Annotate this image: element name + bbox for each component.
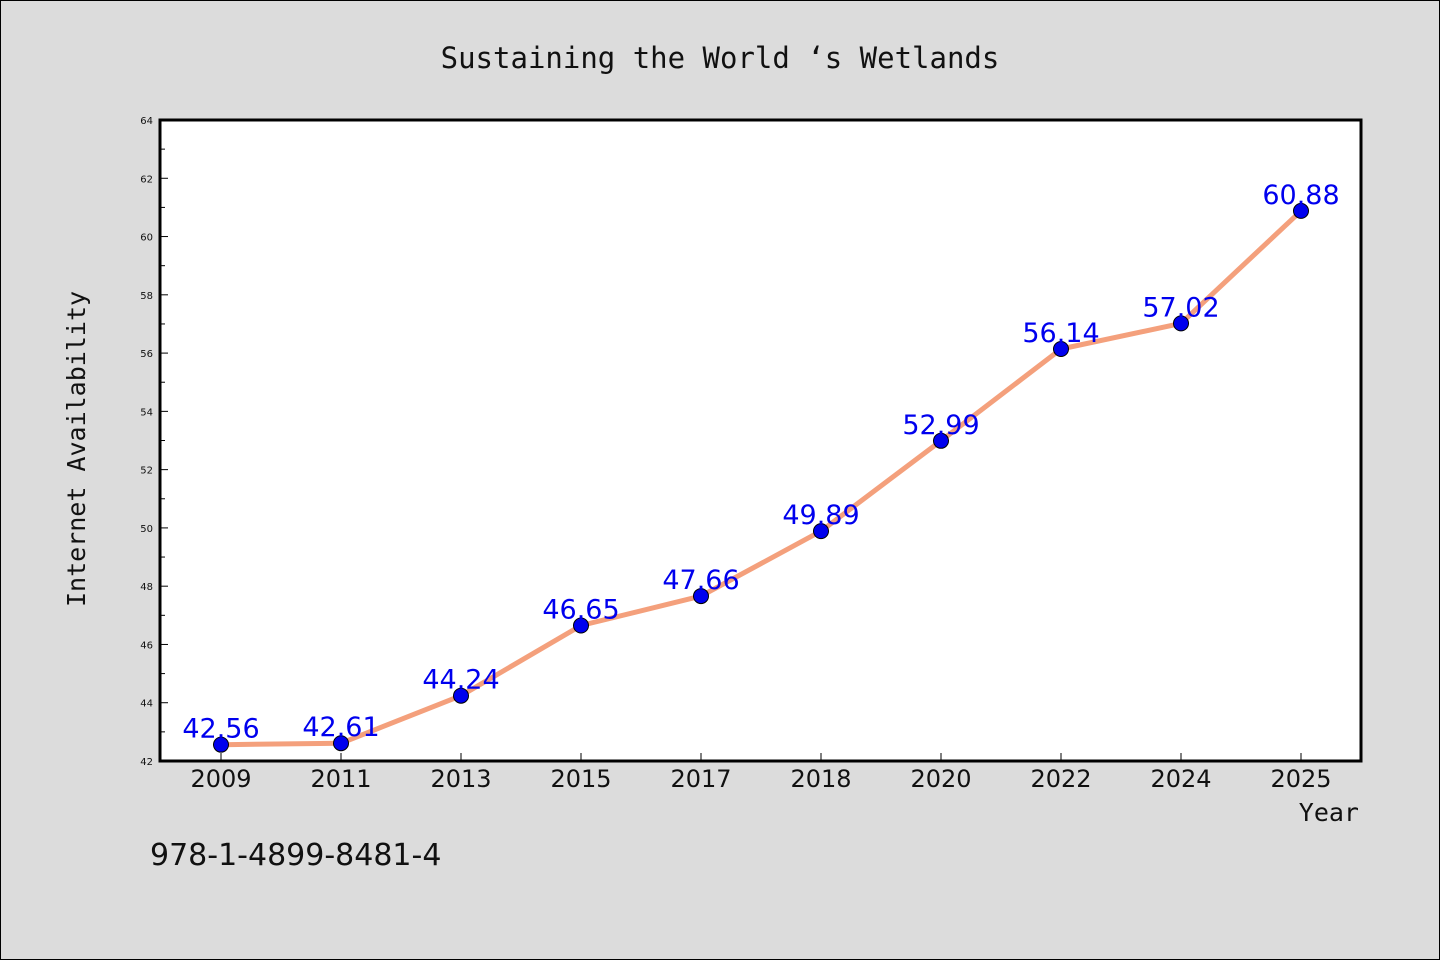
data-point-2022 (1053, 341, 1069, 358)
y-tick-label: 42 (140, 757, 153, 768)
y-tick-label: 54 (140, 407, 153, 418)
data-point-2013 (453, 687, 469, 704)
data-label-2017: 47.66 (662, 565, 739, 596)
data-labels: 42.56 42.61 44.24 46.65 47.66 49.89 52.99 56.14… (182, 180, 1339, 745)
data-label-2022: 56.14 (1022, 318, 1099, 349)
y-tick-label: 56 (140, 349, 153, 360)
data-label-2009: 42.56 (182, 714, 259, 745)
data-point-2018 (813, 523, 829, 540)
y-tick-label: 44 (140, 699, 153, 710)
y-tick-label: 48 (140, 582, 153, 593)
data-label-2020: 52.99 (902, 410, 979, 441)
data-label-2024: 57.02 (1142, 292, 1219, 323)
y-tick-label: 58 (140, 291, 153, 302)
data-point-2009 (213, 736, 229, 753)
data-label-2013: 44.24 (422, 665, 499, 696)
y-tick-label: 52 (140, 466, 153, 477)
y-tick-label: 60 (140, 233, 153, 244)
y-tick-label: 46 (140, 640, 153, 651)
x-tick-label: 2020 (910, 765, 971, 793)
chart-title: Sustaining the World ‘s Wetlands (441, 41, 1000, 75)
y-axis-label: Internet Availability (62, 291, 91, 607)
data-point-2017 (693, 588, 709, 605)
series-line (218, 208, 1304, 748)
data-point-2011 (333, 735, 349, 752)
x-tick-label: 2018 (790, 765, 851, 793)
y-axis: 42 44 46 48 50 52 54 56 58 60 62 64 (140, 116, 168, 768)
x-tick-label: 2015 (550, 765, 611, 793)
data-label-2018: 49.89 (782, 500, 859, 531)
x-axis-label: Year (1299, 798, 1359, 827)
x-tick-label: 2011 (310, 765, 371, 793)
data-label-2025: 60.88 (1262, 180, 1339, 211)
x-tick-label: 2022 (1030, 765, 1091, 793)
x-tick-label: 2017 (670, 765, 731, 793)
x-tick-label: 2009 (190, 765, 251, 793)
plot-area (158, 118, 1363, 763)
data-label-2015: 46.65 (542, 595, 619, 626)
data-points (213, 202, 1309, 753)
data-point-2024 (1173, 315, 1189, 332)
data-point-2015 (573, 617, 589, 634)
y-tick-label: 62 (140, 174, 153, 185)
y-tick-label: 64 (140, 116, 153, 127)
x-tick-label: 2024 (1150, 765, 1211, 793)
x-tick-label: 2013 (430, 765, 491, 793)
x-axis: 2009 2011 2013 2015 2017 2018 2020 2022 2024 2025 (190, 753, 1332, 793)
data-point-2020 (933, 432, 949, 449)
data-label-2011: 42.61 (302, 712, 379, 743)
data-point-2025 (1293, 202, 1309, 219)
x-tick-label: 2025 (1270, 765, 1331, 793)
y-tick-label: 50 (140, 524, 153, 535)
footnote-isbn: 978-1-4899-8481-4 (150, 838, 441, 873)
